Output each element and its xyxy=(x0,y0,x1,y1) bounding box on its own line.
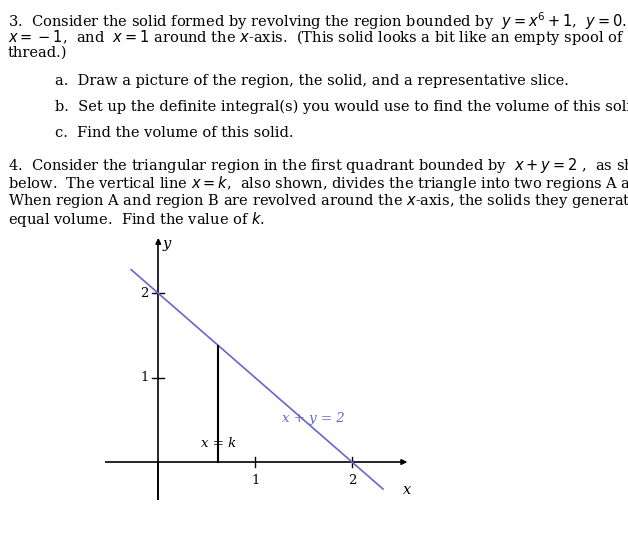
Text: When region A and region B are revolved around the $x$-axis, the solids they gen: When region A and region B are revolved … xyxy=(8,192,628,210)
Text: 1: 1 xyxy=(251,474,259,487)
Text: x = k: x = k xyxy=(201,437,236,450)
Text: 2: 2 xyxy=(140,287,149,300)
Text: 4.  Consider the triangular region in the first quadrant bounded by  $x + y = 2$: 4. Consider the triangular region in the… xyxy=(8,156,628,175)
Text: thread.): thread.) xyxy=(8,46,67,60)
Text: b.  Set up the definite integral(s) you would use to find the volume of this sol: b. Set up the definite integral(s) you w… xyxy=(55,100,628,114)
Text: x: x xyxy=(403,483,411,497)
Text: 1: 1 xyxy=(140,371,149,384)
Text: below.  The vertical line $x = k$,  also shown, divides the triangle into two re: below. The vertical line $x = k$, also s… xyxy=(8,174,628,193)
Text: x + y = 2: x + y = 2 xyxy=(282,412,345,425)
Text: y: y xyxy=(163,237,171,251)
Text: 3.  Consider the solid formed by revolving the region bounded by  $y = x^6 +1$, : 3. Consider the solid formed by revolvin… xyxy=(8,10,628,32)
Text: c.  Find the volume of this solid.: c. Find the volume of this solid. xyxy=(55,126,293,140)
Text: 2: 2 xyxy=(348,474,356,487)
Text: a.  Draw a picture of the region, the solid, and a representative slice.: a. Draw a picture of the region, the sol… xyxy=(55,74,569,88)
Text: $x = -1$,  and  $x = 1$ around the $x$-axis.  (This solid looks a bit like an em: $x = -1$, and $x = 1$ around the $x$-axi… xyxy=(8,28,625,47)
Text: equal volume.  Find the value of $k$.: equal volume. Find the value of $k$. xyxy=(8,210,265,229)
